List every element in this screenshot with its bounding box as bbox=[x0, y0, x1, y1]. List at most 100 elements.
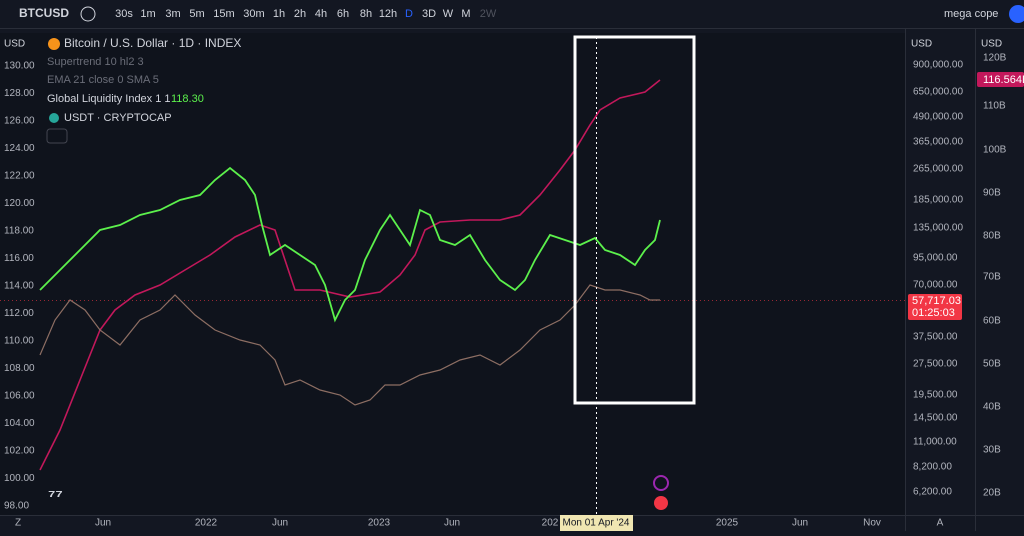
y-tick-label: 122.00 bbox=[4, 171, 35, 182]
interval[interactable]: M bbox=[461, 8, 470, 20]
y-tick-label: 8,200.00 bbox=[913, 462, 952, 473]
interval[interactable]: 3m bbox=[165, 8, 180, 20]
y-tick-label: 365,000.00 bbox=[913, 137, 963, 148]
interval[interactable]: 1h bbox=[273, 8, 285, 20]
interval[interactable]: 2W bbox=[480, 8, 497, 20]
y-tick-label: 50B bbox=[983, 359, 1001, 370]
y-tick-label: 70B bbox=[983, 272, 1001, 283]
x-tick-label: A bbox=[937, 518, 944, 529]
y-tick-label: 6,200.00 bbox=[913, 487, 952, 498]
highlight-box bbox=[573, 35, 696, 405]
usdt-line bbox=[39, 79, 661, 471]
interval[interactable]: 1m bbox=[140, 8, 155, 20]
interval[interactable]: 3D bbox=[422, 8, 436, 20]
y-tick-label: 135,000.00 bbox=[913, 223, 963, 234]
btc-icon bbox=[48, 38, 60, 50]
interval[interactable]: 4h bbox=[315, 8, 327, 20]
interval[interactable]: 15m bbox=[213, 8, 234, 20]
y-tick-label: 95,000.00 bbox=[913, 253, 958, 264]
y-tick-label: 104.00 bbox=[4, 418, 35, 429]
cursor-tag bbox=[560, 515, 633, 531]
axis-unit: USD bbox=[911, 39, 932, 50]
y-tick-label: 112.00 bbox=[4, 308, 34, 319]
y-tick-label: 650,000.00 bbox=[913, 87, 963, 98]
interval[interactable]: 2h bbox=[294, 8, 306, 20]
x-tick-label: Jun bbox=[444, 518, 460, 529]
y-tick-label: 80B bbox=[983, 231, 1001, 242]
price-tag bbox=[908, 294, 962, 320]
y-tick-label: 14,500.00 bbox=[913, 413, 958, 424]
y-tick-label: 110B bbox=[983, 101, 1006, 112]
y-tick-label: 98.00 bbox=[4, 501, 29, 512]
y-tick-label: 27,500.00 bbox=[913, 359, 958, 370]
y-tick-label: 100.00 bbox=[4, 473, 35, 484]
y-tick-label: 40B bbox=[983, 402, 1001, 413]
usdt-icon bbox=[49, 113, 59, 123]
indicator[interactable]: USDT · CRYPTOCAP bbox=[64, 112, 172, 124]
x-tick-label: Jun bbox=[792, 518, 808, 529]
legend-title: Bitcoin / U.S. Dollar · 1D · INDEX bbox=[64, 36, 241, 50]
cursor-date: Mon 01 Apr '24 bbox=[563, 518, 630, 529]
y-tick-label: 130.00 bbox=[4, 61, 35, 72]
y-tick-label: 37,500.00 bbox=[913, 332, 958, 343]
y-tick-label: 265,000.00 bbox=[913, 164, 963, 175]
axis-unit: USD bbox=[981, 39, 1002, 50]
y-tick-label: 120B bbox=[983, 53, 1007, 64]
y-tick-label: 30B bbox=[983, 445, 1001, 456]
toolbar bbox=[0, 0, 1024, 28]
y-tick-label: 124.00 bbox=[4, 143, 35, 154]
y-tick-label: 185,000.00 bbox=[913, 195, 963, 206]
y-tick-label: 70,000.00 bbox=[913, 280, 958, 291]
y-tick-label: 120.00 bbox=[4, 198, 35, 209]
usdt-tag bbox=[977, 72, 1024, 87]
x-tick-label: Z bbox=[15, 518, 21, 529]
last-price: 57,717.03 bbox=[912, 295, 961, 307]
liquidity-line bbox=[39, 166, 661, 323]
x-tick-label: 2023 bbox=[368, 518, 391, 529]
avatar[interactable] bbox=[1009, 5, 1024, 23]
event-icon[interactable] bbox=[654, 496, 668, 510]
y-tick-label: 116.00 bbox=[4, 253, 34, 264]
y-tick-label: 126.00 bbox=[4, 116, 35, 127]
x-tick-label: 2022 bbox=[195, 518, 218, 529]
event-icon[interactable] bbox=[653, 475, 669, 491]
x-tick-label: Jun bbox=[272, 518, 288, 529]
interval[interactable]: 5m bbox=[189, 8, 204, 20]
y-tick-label: 114.00 bbox=[4, 281, 34, 292]
x-tick-label: 2025 bbox=[716, 518, 739, 529]
logo: ⁷⁷ bbox=[48, 486, 63, 506]
y-tick-label: 19,500.00 bbox=[913, 390, 958, 401]
x-tick-label: Nov bbox=[863, 518, 881, 529]
y-tick-label: 490,000.00 bbox=[913, 112, 963, 123]
symbol[interactable]: BTCUSD bbox=[19, 6, 69, 20]
interval[interactable]: D bbox=[405, 8, 413, 20]
y-tick-label: 102.00 bbox=[4, 446, 35, 457]
indicator[interactable]: EMA 21 close 0 SMA 5 bbox=[47, 74, 159, 86]
user-name[interactable]: mega cope bbox=[944, 8, 998, 20]
interval[interactable]: W bbox=[443, 8, 454, 20]
y-tick-label: 106.00 bbox=[4, 391, 35, 402]
y-tick-label: 108.00 bbox=[4, 363, 35, 374]
y-tick-label: 11,000.00 bbox=[913, 437, 957, 448]
countdown: 01:25:03 bbox=[912, 307, 955, 319]
indicator[interactable]: Supertrend 10 hl2 3 bbox=[47, 56, 144, 68]
interval[interactable]: 30s bbox=[115, 8, 133, 20]
collapse-button[interactable] bbox=[46, 128, 68, 144]
interval[interactable]: 12h bbox=[379, 8, 397, 20]
y-tick-label: 128.00 bbox=[4, 88, 35, 99]
y-tick-label: 60B bbox=[983, 316, 1001, 327]
add-symbol[interactable] bbox=[80, 6, 96, 22]
y-tick-label: 100B bbox=[983, 145, 1007, 156]
indicator[interactable]: Global Liquidity Index 1 1 bbox=[47, 93, 171, 105]
axis-unit: USD bbox=[4, 39, 25, 50]
y-tick-label: 90B bbox=[983, 188, 1001, 199]
x-tick-label: 202 bbox=[542, 518, 559, 529]
interval[interactable]: 8h bbox=[360, 8, 372, 20]
usdt-last: 116.564B bbox=[983, 74, 1024, 86]
y-tick-label: 20B bbox=[983, 488, 1001, 499]
y-tick-label: 110.00 bbox=[4, 336, 34, 347]
interval[interactable]: 6h bbox=[337, 8, 349, 20]
y-tick-label: 900,000.00 bbox=[913, 60, 963, 71]
interval[interactable]: 30m bbox=[243, 8, 264, 20]
